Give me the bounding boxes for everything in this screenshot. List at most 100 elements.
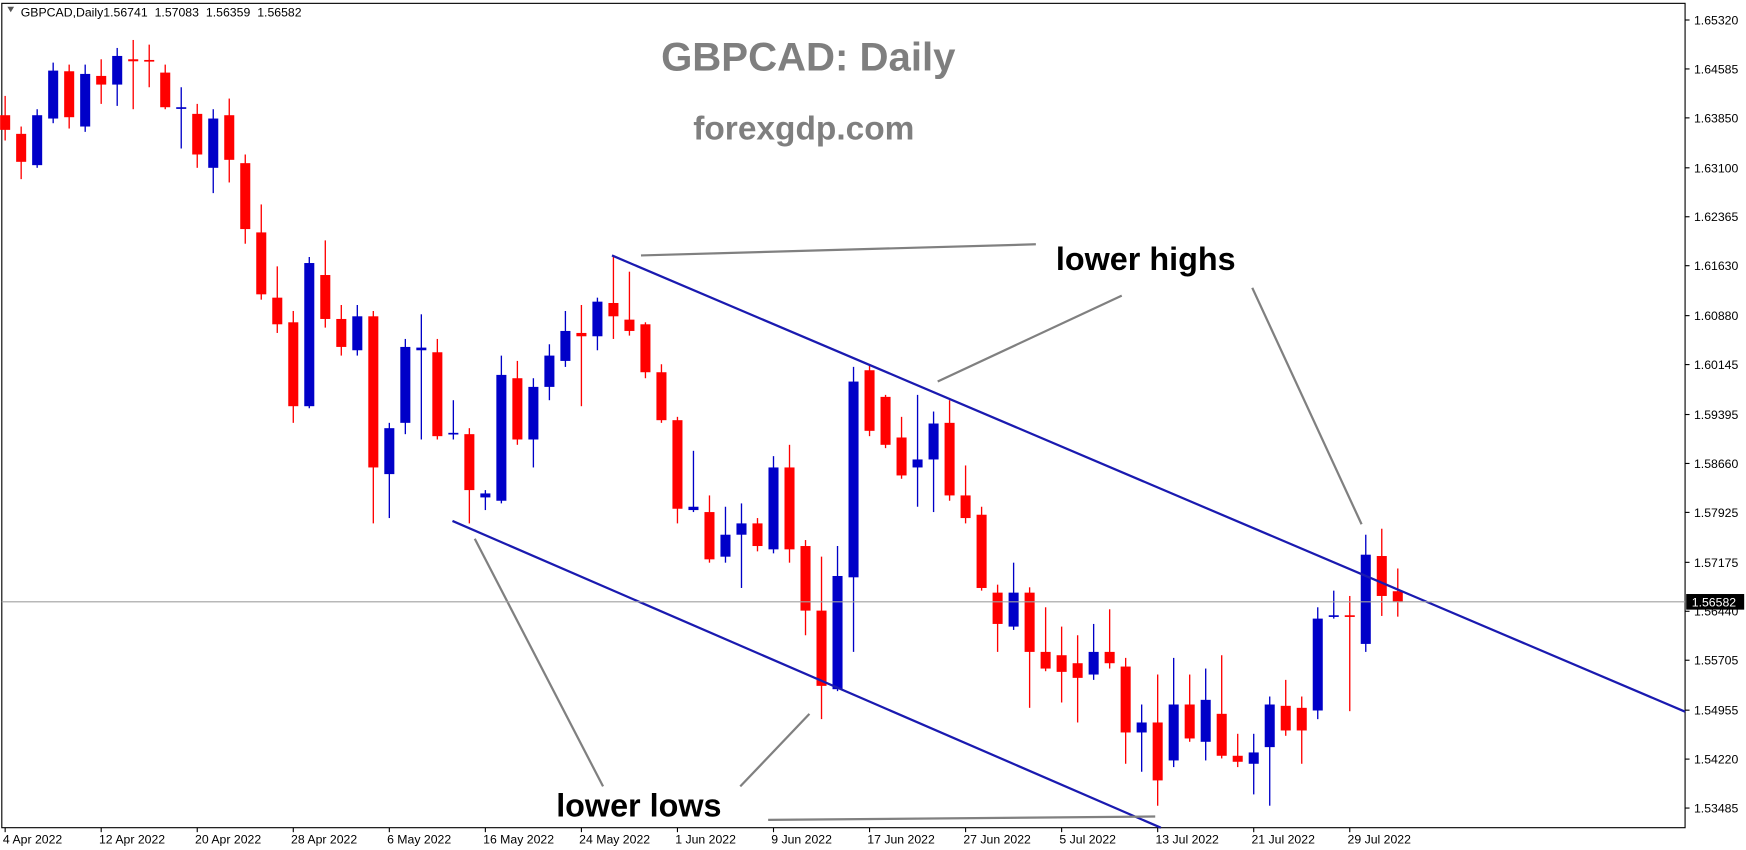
candle-body bbox=[944, 422, 955, 496]
candle-body bbox=[752, 523, 763, 547]
lower-channel-line bbox=[452, 519, 1162, 829]
y-tick-label: 1.55705 bbox=[1694, 654, 1739, 668]
candle-body bbox=[1024, 592, 1035, 652]
y-tick-label: 1.65320 bbox=[1694, 13, 1739, 27]
candle-body bbox=[272, 297, 283, 325]
candle-body bbox=[304, 263, 315, 407]
y-tick-label: 1.57175 bbox=[1694, 556, 1739, 570]
chart-title: GBPCAD: Daily bbox=[661, 34, 956, 79]
candle-body bbox=[528, 386, 539, 440]
y-tick-label: 1.63850 bbox=[1694, 111, 1739, 125]
candle-body bbox=[1296, 707, 1307, 731]
x-tick-label: 4 Apr 2022 bbox=[3, 832, 63, 846]
candle-body bbox=[720, 534, 731, 557]
candle-body bbox=[1184, 704, 1195, 739]
candle-body bbox=[1280, 705, 1291, 731]
candle-body bbox=[1216, 713, 1227, 756]
candle-body bbox=[368, 316, 379, 468]
close-value: 1.56582 bbox=[257, 6, 302, 20]
candle-body bbox=[608, 302, 619, 317]
candle-body bbox=[288, 322, 299, 407]
y-tick-label: 1.54220 bbox=[1694, 753, 1739, 767]
candles bbox=[0, 39, 1403, 806]
candle-body bbox=[400, 346, 411, 423]
candle-body bbox=[848, 381, 859, 578]
candle-body bbox=[1376, 556, 1387, 596]
candle-body bbox=[448, 432, 459, 435]
candle-body bbox=[1312, 618, 1323, 711]
candle-body bbox=[1360, 554, 1371, 644]
candle-body bbox=[656, 372, 667, 421]
candle-body bbox=[960, 495, 971, 519]
candle-body bbox=[480, 493, 491, 498]
candle-body bbox=[1248, 752, 1259, 764]
candle-body bbox=[1168, 704, 1179, 761]
x-tick-label: 12 Apr 2022 bbox=[99, 832, 165, 846]
candle-body bbox=[1392, 591, 1403, 602]
y-tick-label: 1.54955 bbox=[1694, 704, 1739, 718]
y-tick-label: 1.59395 bbox=[1694, 408, 1739, 422]
candle-body bbox=[256, 232, 267, 295]
y-tick-label: 1.58660 bbox=[1694, 457, 1739, 471]
y-tick-label: 1.57925 bbox=[1694, 506, 1739, 520]
upper-channel-line bbox=[611, 254, 1686, 713]
header: GBPCAD,Daily 1.56741 1.57083 1.56359 1.5… bbox=[21, 6, 302, 20]
last-price-label: 1.56582 bbox=[1692, 595, 1737, 609]
candle-body bbox=[48, 70, 59, 119]
candle-body bbox=[144, 59, 155, 62]
header-icon bbox=[7, 6, 15, 13]
candle-body bbox=[816, 610, 827, 686]
candle-body bbox=[1104, 651, 1115, 664]
candle-body bbox=[320, 275, 331, 319]
symbol: GBPCAD,Daily bbox=[21, 6, 104, 20]
candle-body bbox=[896, 437, 907, 476]
candle-body bbox=[336, 318, 347, 347]
pointer-line bbox=[768, 815, 1156, 821]
x-tick-label: 28 Apr 2022 bbox=[291, 832, 357, 846]
candle-body bbox=[736, 523, 747, 535]
candle-body bbox=[176, 107, 187, 109]
candle-body bbox=[1344, 615, 1355, 617]
x-tick-label: 6 May 2022 bbox=[387, 832, 451, 846]
x-tick-label: 9 Jun 2022 bbox=[771, 832, 832, 846]
x-tick-label: 21 Jul 2022 bbox=[1251, 832, 1315, 846]
candle-body bbox=[912, 459, 923, 468]
candle-body bbox=[432, 352, 443, 437]
candle-body bbox=[16, 133, 27, 162]
candle-body bbox=[768, 467, 779, 550]
candle-body bbox=[1152, 722, 1163, 781]
candle-body bbox=[576, 332, 587, 337]
candle-body bbox=[80, 73, 91, 127]
candle-body bbox=[832, 575, 843, 690]
candle-body bbox=[1264, 704, 1275, 748]
candle-body bbox=[128, 59, 139, 62]
candle-body bbox=[624, 319, 635, 331]
candle-body bbox=[640, 324, 651, 373]
y-tick-label: 1.63100 bbox=[1694, 161, 1739, 175]
candle-body bbox=[0, 115, 11, 130]
candle-body bbox=[1088, 651, 1099, 675]
y-tick-label: 1.64585 bbox=[1694, 62, 1739, 76]
candle-body bbox=[560, 330, 571, 361]
y-tick-label: 1.60145 bbox=[1694, 358, 1739, 372]
candle-body bbox=[800, 546, 811, 611]
candle-body bbox=[880, 396, 891, 445]
candle-body bbox=[1040, 651, 1051, 669]
x-tick-label: 16 May 2022 bbox=[483, 832, 554, 846]
candle-body bbox=[352, 316, 363, 351]
candle-body bbox=[1056, 655, 1067, 672]
x-tick-label: 17 Jun 2022 bbox=[867, 832, 935, 846]
candle-body bbox=[592, 301, 603, 337]
candle-body bbox=[160, 72, 171, 108]
candle-body bbox=[512, 378, 523, 440]
x-tick-label: 1 Jun 2022 bbox=[675, 832, 736, 846]
y-tick-label: 1.60880 bbox=[1694, 309, 1739, 323]
candle-body bbox=[1072, 663, 1083, 678]
candle-body bbox=[64, 71, 75, 118]
annotation: lower lows bbox=[556, 788, 721, 824]
y-tick-label: 1.53485 bbox=[1694, 802, 1739, 816]
candle-body bbox=[1120, 666, 1131, 733]
candle-body bbox=[784, 467, 795, 550]
candle-body bbox=[976, 514, 987, 588]
